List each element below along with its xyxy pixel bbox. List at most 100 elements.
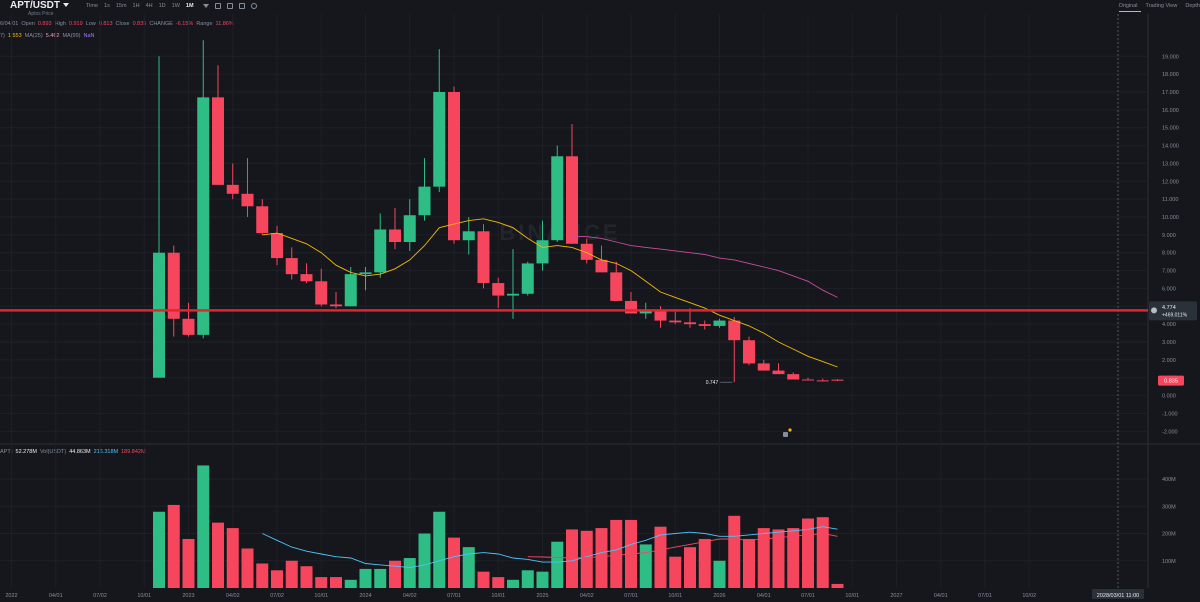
volume-bar-down — [448, 537, 460, 588]
volume-bar-down — [684, 547, 696, 588]
time-tick-label: 2027 — [890, 593, 902, 599]
range-label: Range — [196, 21, 213, 27]
volume-bar-down — [285, 560, 298, 588]
interval-1s[interactable]: 1s — [104, 3, 110, 9]
candle-down — [256, 206, 269, 234]
screenshot-icon[interactable] — [250, 3, 257, 9]
time-tick-label: 04/02 — [226, 593, 240, 599]
low-label: Low — [85, 21, 96, 27]
vol-apt-label: APT) — [0, 449, 13, 455]
volume-tick-label: 200M — [1162, 532, 1176, 538]
close-label: Close — [115, 21, 130, 27]
time-tick-label: 10/01 — [668, 593, 682, 599]
volume-bar-up — [433, 511, 446, 588]
volume-bar-down — [256, 563, 269, 588]
candle-down — [389, 229, 401, 242]
indicators-icon[interactable] — [226, 3, 233, 9]
ohlc-date: 6/04/01 — [0, 21, 19, 27]
time-tick-label: 07/01 — [801, 593, 815, 599]
candle-up — [521, 263, 534, 294]
volume-bar-down — [212, 522, 224, 588]
volume-bar-down — [669, 556, 682, 588]
candle-down — [831, 379, 844, 381]
view-original[interactable]: Original — [1118, 3, 1141, 12]
high-label: High — [54, 21, 66, 27]
volume-legend: APT) 52.278M Vol(USDT) 44.863M 216.318M 18… — [0, 449, 146, 455]
vol-apt-value: 52.278M — [15, 449, 37, 455]
last-price-box — [1158, 375, 1184, 386]
time-tick-label: 04/02 — [403, 593, 417, 599]
ma7-value: 1.553 — [7, 33, 22, 39]
price-tick-label: 18.000 — [1162, 72, 1179, 78]
interval-1m[interactable]: 1M — [185, 3, 194, 9]
candle-down — [728, 320, 741, 341]
time-tick-label: 07/01 — [447, 593, 461, 599]
volume-bar-down — [315, 577, 328, 588]
price-tick-label: 13.000 — [1162, 161, 1179, 167]
volume-bar-up — [197, 465, 210, 588]
interval-4h[interactable]: 4H — [145, 3, 153, 9]
interval-1d[interactable]: 1D — [158, 3, 166, 9]
candle-up — [433, 92, 446, 187]
vol-ma1-value: 216.318M — [93, 449, 119, 455]
interval-chevron-icon[interactable] — [202, 4, 209, 8]
candle-down — [300, 274, 313, 282]
interval-1w[interactable]: 1W — [171, 3, 180, 9]
candle-up — [153, 252, 165, 378]
time-tick-label: 04/01 — [934, 593, 948, 599]
candle-down — [566, 156, 578, 244]
volume-bar-down — [330, 577, 342, 588]
change-value: -6.15% — [175, 21, 194, 27]
volume-bar-down — [566, 529, 578, 588]
ma7-label: 7) — [0, 33, 5, 39]
price-tick-label: 9.000 — [1162, 233, 1176, 239]
interval-15m[interactable]: 15m — [115, 3, 127, 9]
ohlc-legend: 6/04/01 Open 0.893 High 0.919 Low 0.813 Clo… — [0, 21, 234, 27]
volume-bar-up — [551, 541, 564, 588]
volume-bar-up — [374, 568, 387, 588]
view-original-label: Original — [1118, 3, 1138, 9]
volume-bar-down — [595, 528, 608, 588]
crosshair-time-label: 2028/03/01 11:00 — [1097, 593, 1139, 599]
time-tick-label: 10/02 — [1022, 593, 1036, 599]
volume-bar-up — [403, 558, 416, 588]
view-depth[interactable]: Depth — [1185, 3, 1200, 9]
volume-bar-up — [462, 547, 475, 588]
ma99-value: NaN — [83, 33, 95, 39]
volume-bar-down — [167, 504, 180, 588]
volume-bar-down — [743, 538, 755, 588]
interval-time[interactable]: Time — [86, 3, 99, 9]
time-tick-label: 04/02 — [580, 593, 594, 599]
low-value: 0.813 — [98, 21, 113, 27]
time-tick-label: 10/01 — [137, 593, 151, 599]
time-tick-label: 2023 — [182, 593, 194, 599]
candle-down — [787, 374, 800, 380]
symbol-label: APT/USDT — [10, 0, 60, 11]
price-tick-label: 10.000 — [1162, 215, 1179, 221]
time-tick-label: 07/02 — [270, 593, 284, 599]
interval-1h[interactable]: 1H — [132, 3, 140, 9]
view-trading-view[interactable]: Trading View — [1145, 3, 1178, 9]
candle-down — [315, 281, 328, 305]
symbol-selector[interactable]: APT/USDT — [10, 0, 69, 11]
candle-down — [610, 272, 623, 301]
symbol-subtitle: Aptos Price — [28, 11, 54, 17]
candle-up — [344, 274, 357, 307]
candle-up — [639, 309, 652, 314]
candle-down — [654, 309, 667, 321]
ma25-line — [572, 236, 838, 298]
volume-bar-down — [728, 515, 741, 588]
layout-icon[interactable] — [238, 3, 245, 9]
view-switcher: Original Trading View Depth — [1118, 3, 1200, 12]
volume-bar-down — [654, 526, 667, 588]
volume-bar-down — [271, 570, 283, 588]
chart-settings-icon[interactable] — [214, 3, 221, 9]
price-tick-label: 16.000 — [1162, 108, 1179, 114]
volume-bar-up — [521, 570, 534, 588]
price-tick-label: 0.000 — [1162, 394, 1176, 400]
candle-down — [492, 283, 505, 296]
candle-down — [241, 193, 254, 207]
price-tick-label: 19.000 — [1162, 54, 1179, 60]
candle-up — [418, 186, 431, 216]
